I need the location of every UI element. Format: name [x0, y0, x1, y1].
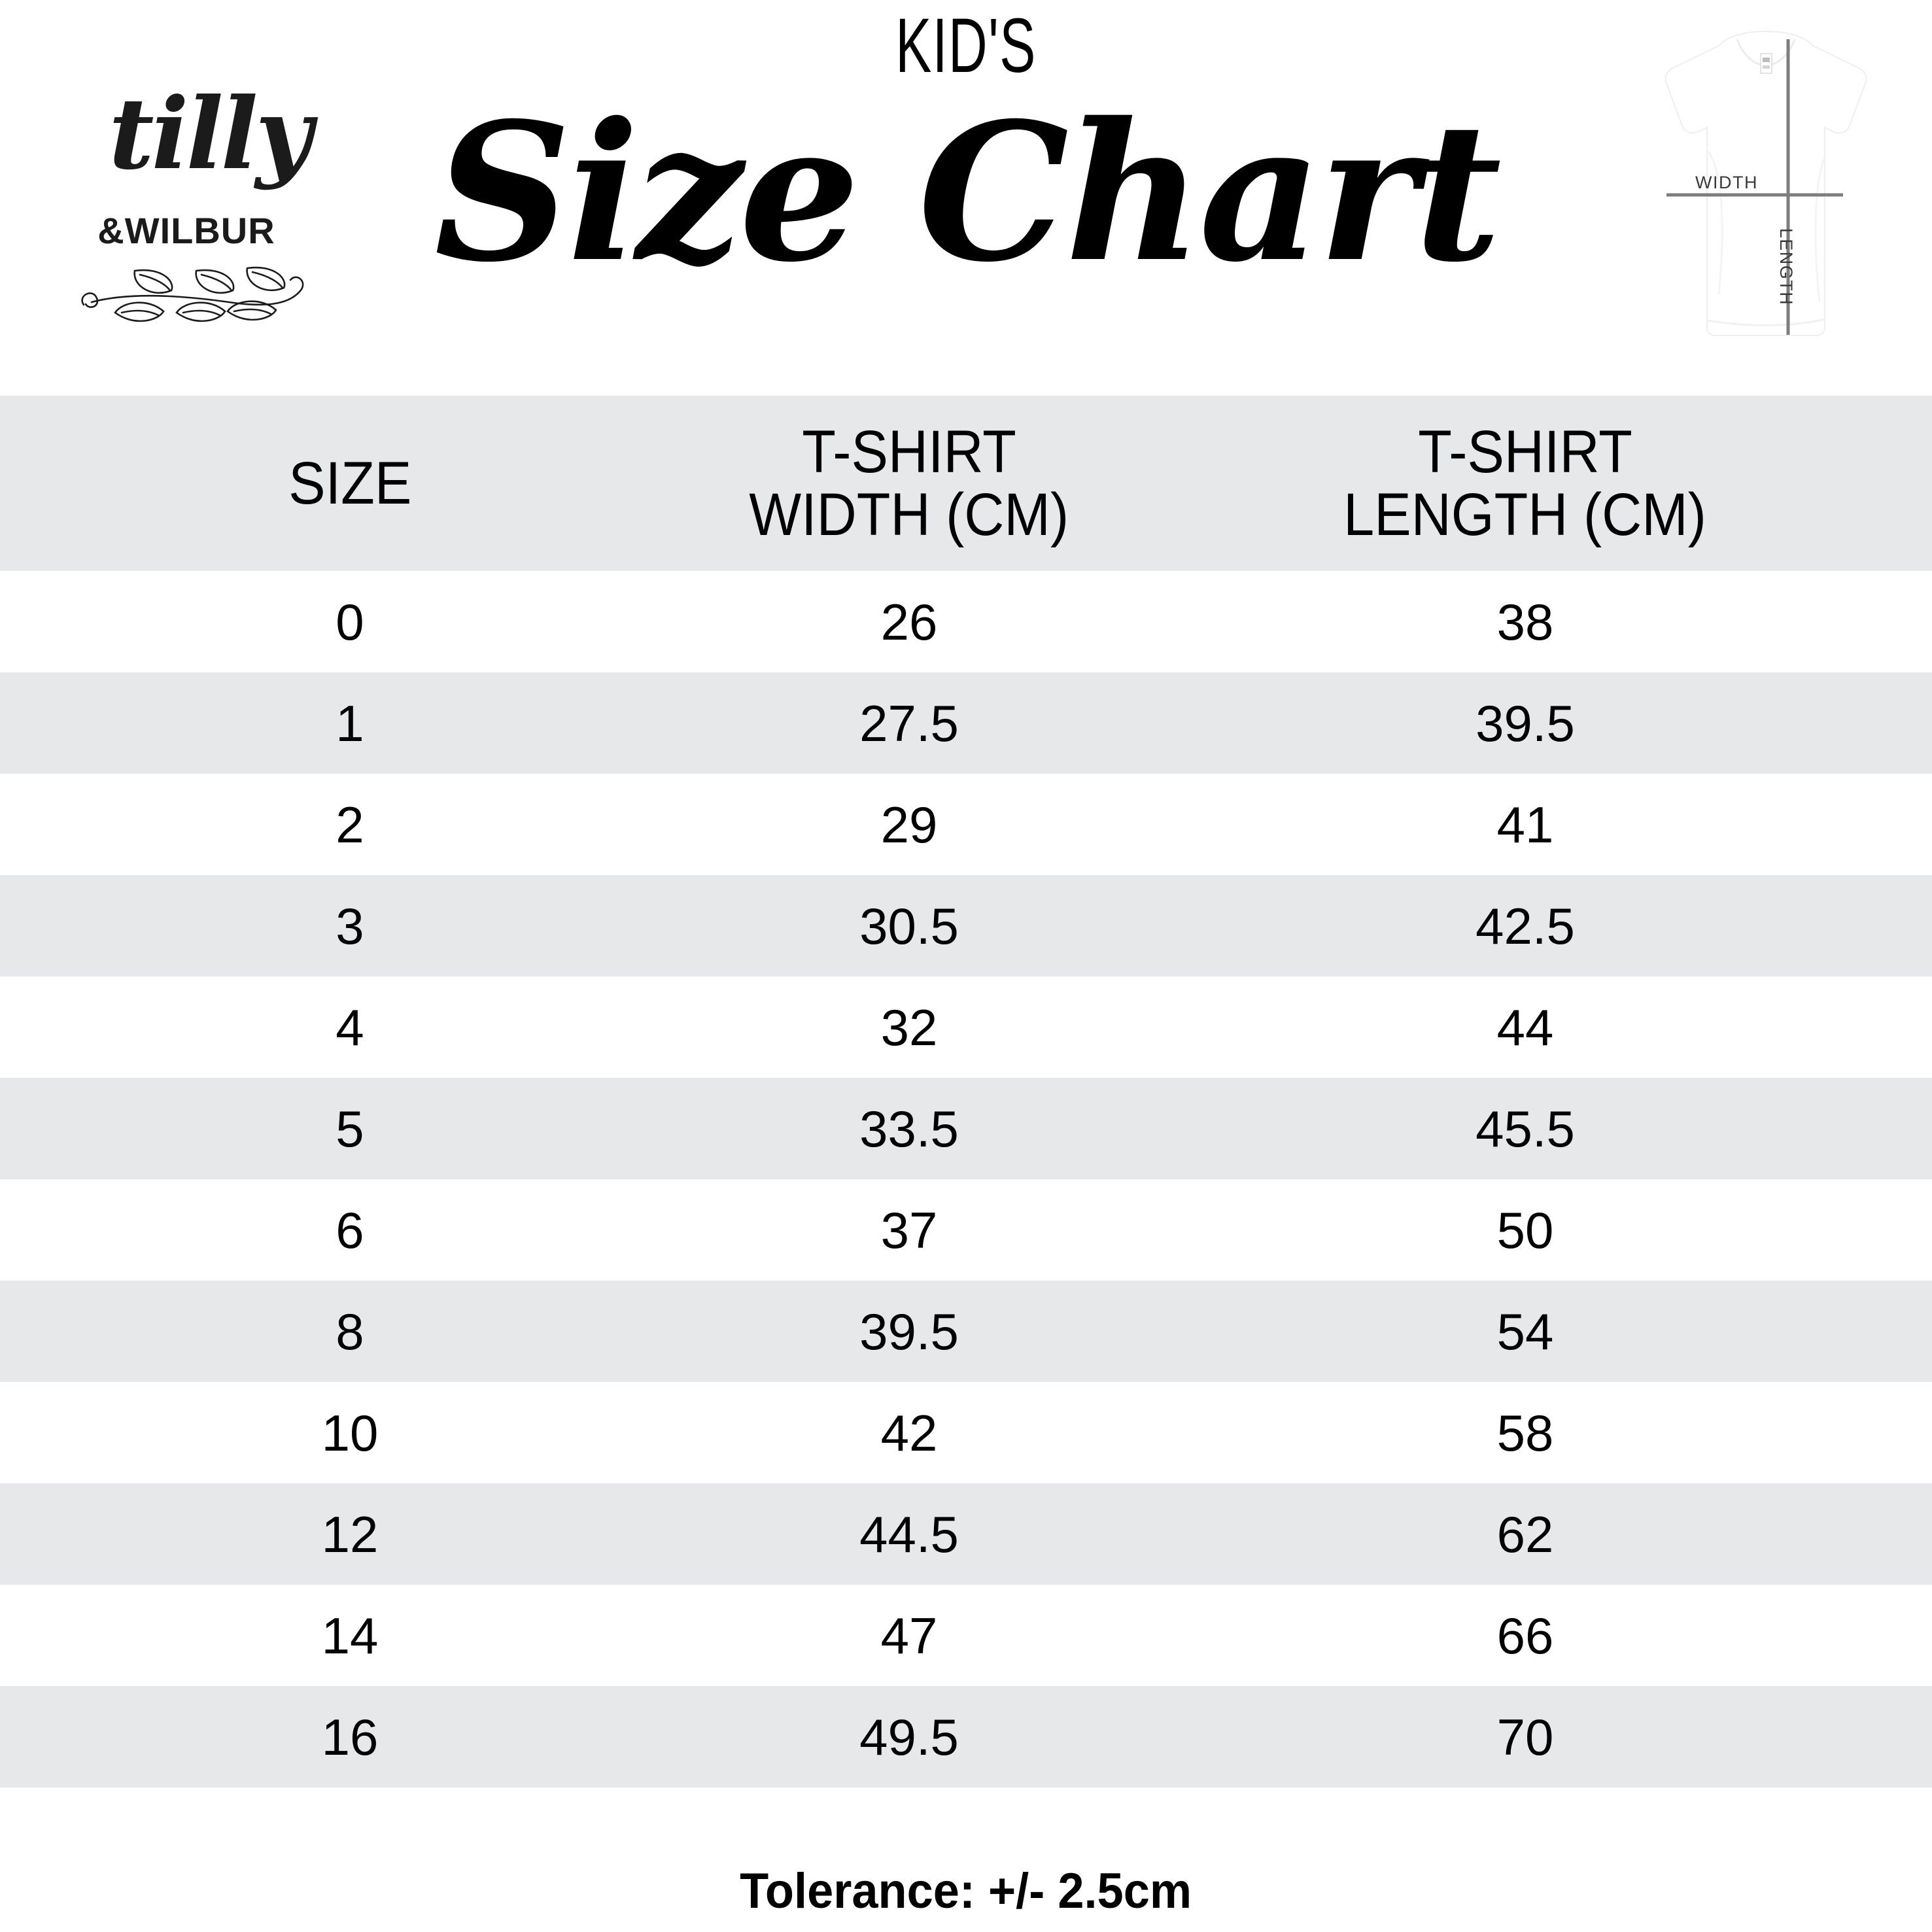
- table-row: 4 32 44: [0, 976, 1932, 1078]
- cell-size: 0: [336, 593, 364, 651]
- table-row: 1 27.5 39.5: [0, 672, 1932, 774]
- cell-length: 54: [1496, 1302, 1554, 1360]
- brand-logo: tilly &WILBUR: [78, 78, 340, 334]
- table-row: 14 47 66: [0, 1585, 1932, 1686]
- cell-width: 32: [880, 998, 938, 1056]
- column-header-width-line2: WIDTH (CM): [749, 481, 1069, 548]
- column-header-length-line2: LENGTH (CM): [1343, 481, 1707, 548]
- neck-label-tag: [1760, 53, 1772, 74]
- cell-size: 12: [321, 1505, 379, 1563]
- leaf-branch-icon: [81, 266, 304, 322]
- page-eyebrow-title-text: KID'S: [895, 3, 1037, 89]
- cell-length: 38: [1496, 593, 1554, 651]
- cell-width: 27.5: [859, 694, 959, 752]
- size-chart-table: SIZE T-SHIRT WIDTH (CM) T-SHIRT LENGTH (…: [0, 396, 1932, 1787]
- t-shirt-icon: WIDTH LENGTH: [1665, 30, 1867, 336]
- length-label: LENGTH: [1776, 228, 1796, 306]
- cell-size: 3: [336, 897, 364, 955]
- column-header-length: T-SHIRT LENGTH (CM): [1118, 421, 1932, 546]
- column-header-width: T-SHIRT WIDTH (CM): [700, 421, 1118, 546]
- cell-width: 29: [880, 795, 938, 854]
- tolerance-note-text: Tolerance: +/- 2.5cm: [740, 1863, 1192, 1919]
- cell-size: 14: [321, 1606, 379, 1665]
- cell-size: 4: [336, 998, 364, 1056]
- cell-length: 42.5: [1475, 897, 1575, 955]
- cell-length: 50: [1496, 1201, 1554, 1259]
- table-row: 12 44.5 62: [0, 1483, 1932, 1585]
- cell-width: 33.5: [859, 1099, 959, 1158]
- table-header-row: SIZE T-SHIRT WIDTH (CM) T-SHIRT LENGTH (…: [0, 396, 1932, 571]
- cell-length: 66: [1496, 1606, 1554, 1665]
- cell-size: 2: [336, 795, 364, 854]
- table-row: 6 37 50: [0, 1179, 1932, 1281]
- cell-size: 1: [336, 694, 364, 752]
- page-title: Size Chart: [434, 82, 1502, 304]
- table-row: 2 29 41: [0, 774, 1932, 875]
- header-region: tilly &WILBUR KID'S Size Chart: [0, 0, 1932, 396]
- width-label: WIDTH: [1695, 173, 1758, 192]
- table-row: 5 33.5 45.5: [0, 1078, 1932, 1179]
- cell-width: 47: [880, 1606, 938, 1665]
- cell-width: 26: [880, 593, 938, 651]
- cell-width: 42: [880, 1404, 938, 1462]
- cell-length: 45.5: [1475, 1099, 1575, 1158]
- cell-width: 44.5: [859, 1505, 959, 1563]
- cell-width: 49.5: [859, 1708, 959, 1766]
- cell-size: 8: [336, 1302, 364, 1360]
- cell-size: 16: [321, 1708, 379, 1766]
- cell-length: 58: [1496, 1404, 1554, 1462]
- column-header-width-line1: T-SHIRT: [802, 419, 1016, 485]
- cell-size: 6: [336, 1201, 364, 1259]
- cell-size: 5: [336, 1099, 364, 1158]
- cell-width: 37: [880, 1201, 938, 1259]
- brand-wordmark: tilly: [109, 77, 312, 192]
- cell-length: 39.5: [1475, 694, 1575, 752]
- table-row: 10 42 58: [0, 1382, 1932, 1483]
- table-row: 0 26 38: [0, 571, 1932, 672]
- column-header-size-text: SIZE: [288, 450, 412, 517]
- table-row: 8 39.5 54: [0, 1281, 1932, 1382]
- cell-width: 30.5: [859, 897, 959, 955]
- cell-size: 10: [321, 1404, 379, 1462]
- cell-length: 41: [1496, 795, 1554, 854]
- cell-length: 62: [1496, 1505, 1554, 1563]
- cell-length: 70: [1496, 1708, 1554, 1766]
- tolerance-note: Tolerance: +/- 2.5cm: [0, 1865, 1932, 1918]
- page-eyebrow-title: KID'S: [0, 7, 1932, 85]
- table-row: 3 30.5 42.5: [0, 875, 1932, 976]
- brand-subtitle: &WILBUR: [97, 210, 275, 251]
- table-row: 16 49.5 70: [0, 1686, 1932, 1787]
- cell-length: 44: [1496, 998, 1554, 1056]
- cell-width: 39.5: [859, 1302, 959, 1360]
- column-header-length-line1: T-SHIRT: [1418, 419, 1632, 485]
- column-header-size: SIZE: [0, 452, 700, 515]
